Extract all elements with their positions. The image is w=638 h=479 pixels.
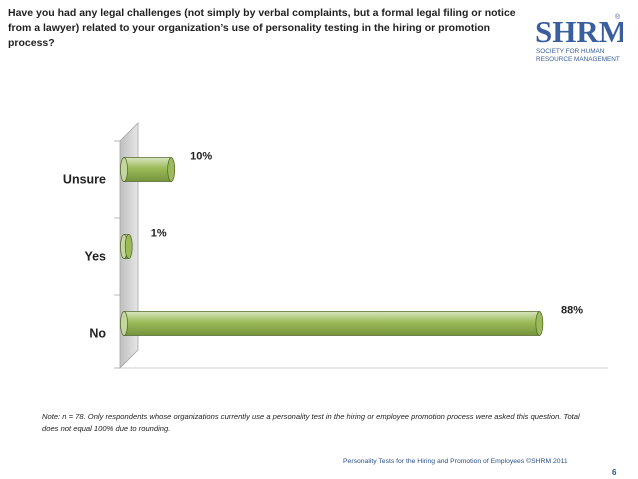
logo-line1: SOCIETY FOR HUMAN bbox=[536, 48, 605, 55]
slide-question: Have you had any legal challenges (not s… bbox=[8, 7, 516, 49]
logo-line2: RESOURCE MANAGEMENT bbox=[536, 56, 620, 63]
footer-credit: Personality Tests for the Hiring and Pro… bbox=[343, 458, 568, 465]
bar-cap-start bbox=[120, 311, 128, 336]
category-label: Unsure bbox=[63, 173, 106, 187]
bar-cap-end bbox=[535, 311, 544, 336]
category-label: No bbox=[89, 327, 106, 341]
footnote: Note: n = 78. Only respondents whose org… bbox=[42, 412, 580, 433]
value-label: 1% bbox=[151, 228, 167, 240]
shrm-logo: SHRM ® SOCIETY FOR HUMAN RESOURCE MANAGE… bbox=[529, 6, 623, 68]
bar-cap-end bbox=[167, 157, 176, 182]
bar-unsure bbox=[123, 157, 172, 182]
logo-wordmark: SHRM bbox=[535, 14, 623, 49]
bar-no bbox=[123, 311, 540, 336]
value-label: 10% bbox=[190, 151, 212, 163]
bar-cap-start bbox=[120, 157, 128, 182]
value-label: 88% bbox=[561, 305, 583, 317]
page-number: 6 bbox=[612, 468, 617, 477]
logo-registered: ® bbox=[615, 13, 621, 21]
bar-cap-end bbox=[124, 234, 133, 259]
category-label: Yes bbox=[84, 250, 106, 264]
